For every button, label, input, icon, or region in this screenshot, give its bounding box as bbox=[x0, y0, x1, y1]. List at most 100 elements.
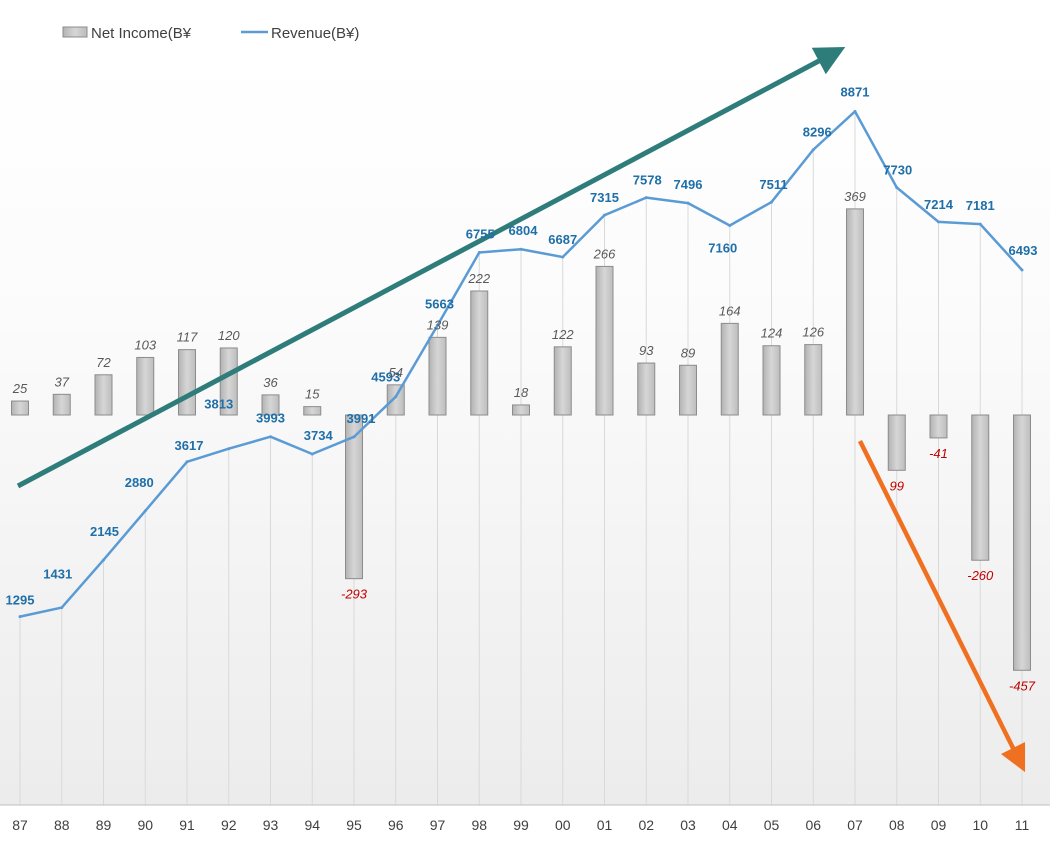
bar-00 bbox=[553, 346, 572, 416]
revenue-label-90: 2880 bbox=[125, 475, 154, 490]
revenue-label-08: 7730 bbox=[883, 162, 912, 177]
bar-91 bbox=[178, 349, 196, 416]
net-income-label-97: 139 bbox=[427, 317, 449, 332]
bar-98 bbox=[470, 290, 489, 416]
revenue-point-09 bbox=[937, 220, 940, 224]
revenue-label-91: 3617 bbox=[175, 438, 204, 453]
revenue-point-94 bbox=[310, 452, 314, 456]
revenue-point-90 bbox=[143, 509, 147, 513]
x-tick-label-90: 90 bbox=[137, 817, 153, 833]
revenue-point-92 bbox=[227, 447, 231, 451]
net-income-label-09: -41 bbox=[929, 446, 948, 461]
legend-label-revenue: Revenue(B¥) bbox=[271, 25, 359, 42]
net-income-label-06: 126 bbox=[802, 325, 824, 340]
net-income-label-00: 122 bbox=[552, 327, 574, 342]
net-income-label-11: -457 bbox=[1009, 678, 1036, 693]
revenue-line-layer bbox=[18, 109, 1024, 619]
bar-93 bbox=[261, 394, 280, 416]
plot-background bbox=[0, 60, 1050, 805]
bar-08 bbox=[887, 414, 906, 471]
bar-11 bbox=[1013, 414, 1031, 671]
x-tick-label-05: 05 bbox=[764, 817, 780, 833]
net-income-label-94: 15 bbox=[305, 387, 320, 402]
revenue-point-08 bbox=[895, 185, 899, 189]
x-tick-label-08: 08 bbox=[889, 817, 905, 833]
revenue-point-05 bbox=[770, 200, 773, 204]
revenue-label-92: 3813 bbox=[204, 397, 233, 412]
net-income-label-89: 72 bbox=[96, 355, 111, 370]
revenue-label-89: 2145 bbox=[90, 524, 119, 539]
revenue-label-02: 7578 bbox=[633, 173, 662, 188]
x-tick-label-89: 89 bbox=[96, 817, 112, 833]
bar-04 bbox=[720, 322, 739, 416]
legend-label-net-income: Net Income(B¥ bbox=[91, 25, 192, 42]
revenue-label-05: 7511 bbox=[759, 177, 787, 192]
revenue-point-88 bbox=[60, 606, 64, 610]
x-tick-label-92: 92 bbox=[221, 817, 237, 833]
bar-03 bbox=[679, 364, 697, 416]
x-tick-label-99: 99 bbox=[513, 817, 529, 833]
net-income-label-87: 25 bbox=[12, 381, 28, 396]
net-income-bars bbox=[11, 208, 1031, 671]
net-income-label-88: 37 bbox=[55, 374, 70, 389]
bar-88 bbox=[52, 393, 71, 416]
revenue-label-01: 7315 bbox=[590, 190, 619, 205]
net-income-label-93: 36 bbox=[263, 375, 278, 390]
bar-07 bbox=[846, 208, 864, 416]
revenue-label-96: 4593 bbox=[371, 370, 400, 385]
bar-09 bbox=[929, 414, 948, 439]
net-income-label-04: 164 bbox=[719, 303, 741, 318]
x-tick-label-94: 94 bbox=[304, 817, 320, 833]
revenue-label-98: 6755 bbox=[466, 227, 495, 242]
revenue-point-11 bbox=[1020, 268, 1024, 272]
revenue-label-87: 1295 bbox=[6, 593, 35, 608]
revenue-label-99: 6804 bbox=[509, 223, 539, 238]
x-tick-label-97: 97 bbox=[430, 817, 446, 833]
revenue-point-04 bbox=[728, 223, 732, 227]
revenue-label-97: 5663 bbox=[425, 296, 454, 311]
revenue-point-95 bbox=[352, 435, 356, 439]
x-tick-label-11: 11 bbox=[1015, 817, 1030, 833]
revenue-point-00 bbox=[561, 255, 565, 259]
x-tick-label-09: 09 bbox=[931, 817, 947, 833]
bar-99 bbox=[512, 404, 530, 416]
net-income-label-07: 369 bbox=[844, 189, 866, 204]
x-tick-label-01: 01 bbox=[597, 817, 613, 833]
x-tick-label-00: 00 bbox=[555, 817, 571, 833]
trend-arrow-down bbox=[857, 439, 1026, 773]
x-axis: 87 88 89 90 91 92 93 94 95 96 97 98 99 00 01 02 03 04 05 06… bbox=[0, 804, 1050, 833]
net-income-label-96: 54 bbox=[389, 365, 403, 380]
revenue-label-94: 3734 bbox=[304, 428, 334, 443]
net-income-label-99: 18 bbox=[514, 385, 529, 400]
net-income-label-90: 103 bbox=[134, 337, 156, 352]
x-tick-label-07: 07 bbox=[847, 817, 863, 833]
bar-05 bbox=[762, 345, 781, 416]
x-tick-label-04: 04 bbox=[722, 817, 738, 833]
trend-arrow-up bbox=[16, 46, 846, 489]
x-tick-label-88: 88 bbox=[54, 817, 70, 833]
revenue-label-09: 7214 bbox=[924, 197, 954, 212]
x-tick-label-96: 96 bbox=[388, 817, 404, 833]
x-tick-label-10: 10 bbox=[972, 817, 988, 833]
net-income-label-92: 120 bbox=[218, 328, 240, 343]
revenue-label-95: 3991 bbox=[347, 411, 376, 426]
net-income-label-02: 93 bbox=[639, 343, 654, 358]
net-income-label-08: 99 bbox=[890, 478, 904, 493]
revenue-label-03: 7496 bbox=[674, 177, 703, 192]
x-tick-label-91: 91 bbox=[179, 817, 195, 833]
revenue-label-06: 8296 bbox=[803, 125, 832, 140]
bar-94 bbox=[303, 406, 322, 416]
bar-02 bbox=[637, 362, 656, 416]
revenue-label-07: 8871 bbox=[841, 84, 870, 99]
bar-01 bbox=[595, 265, 614, 416]
bar-95 bbox=[345, 414, 363, 580]
bar-89 bbox=[94, 374, 113, 416]
revenue-point-07 bbox=[853, 109, 857, 113]
revenue-point-99 bbox=[519, 247, 523, 251]
revenue-point-97 bbox=[436, 323, 439, 327]
x-tick-label-95: 95 bbox=[346, 817, 362, 833]
bar-10 bbox=[971, 414, 990, 561]
net-income-label-03: 89 bbox=[681, 345, 695, 360]
revenue-point-91 bbox=[185, 460, 189, 464]
revenue-label-10: 7181 bbox=[966, 198, 995, 213]
